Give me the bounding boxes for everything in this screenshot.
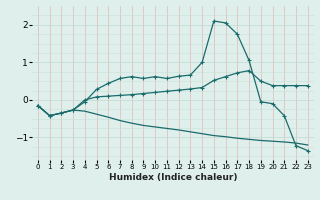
X-axis label: Humidex (Indice chaleur): Humidex (Indice chaleur) bbox=[108, 173, 237, 182]
